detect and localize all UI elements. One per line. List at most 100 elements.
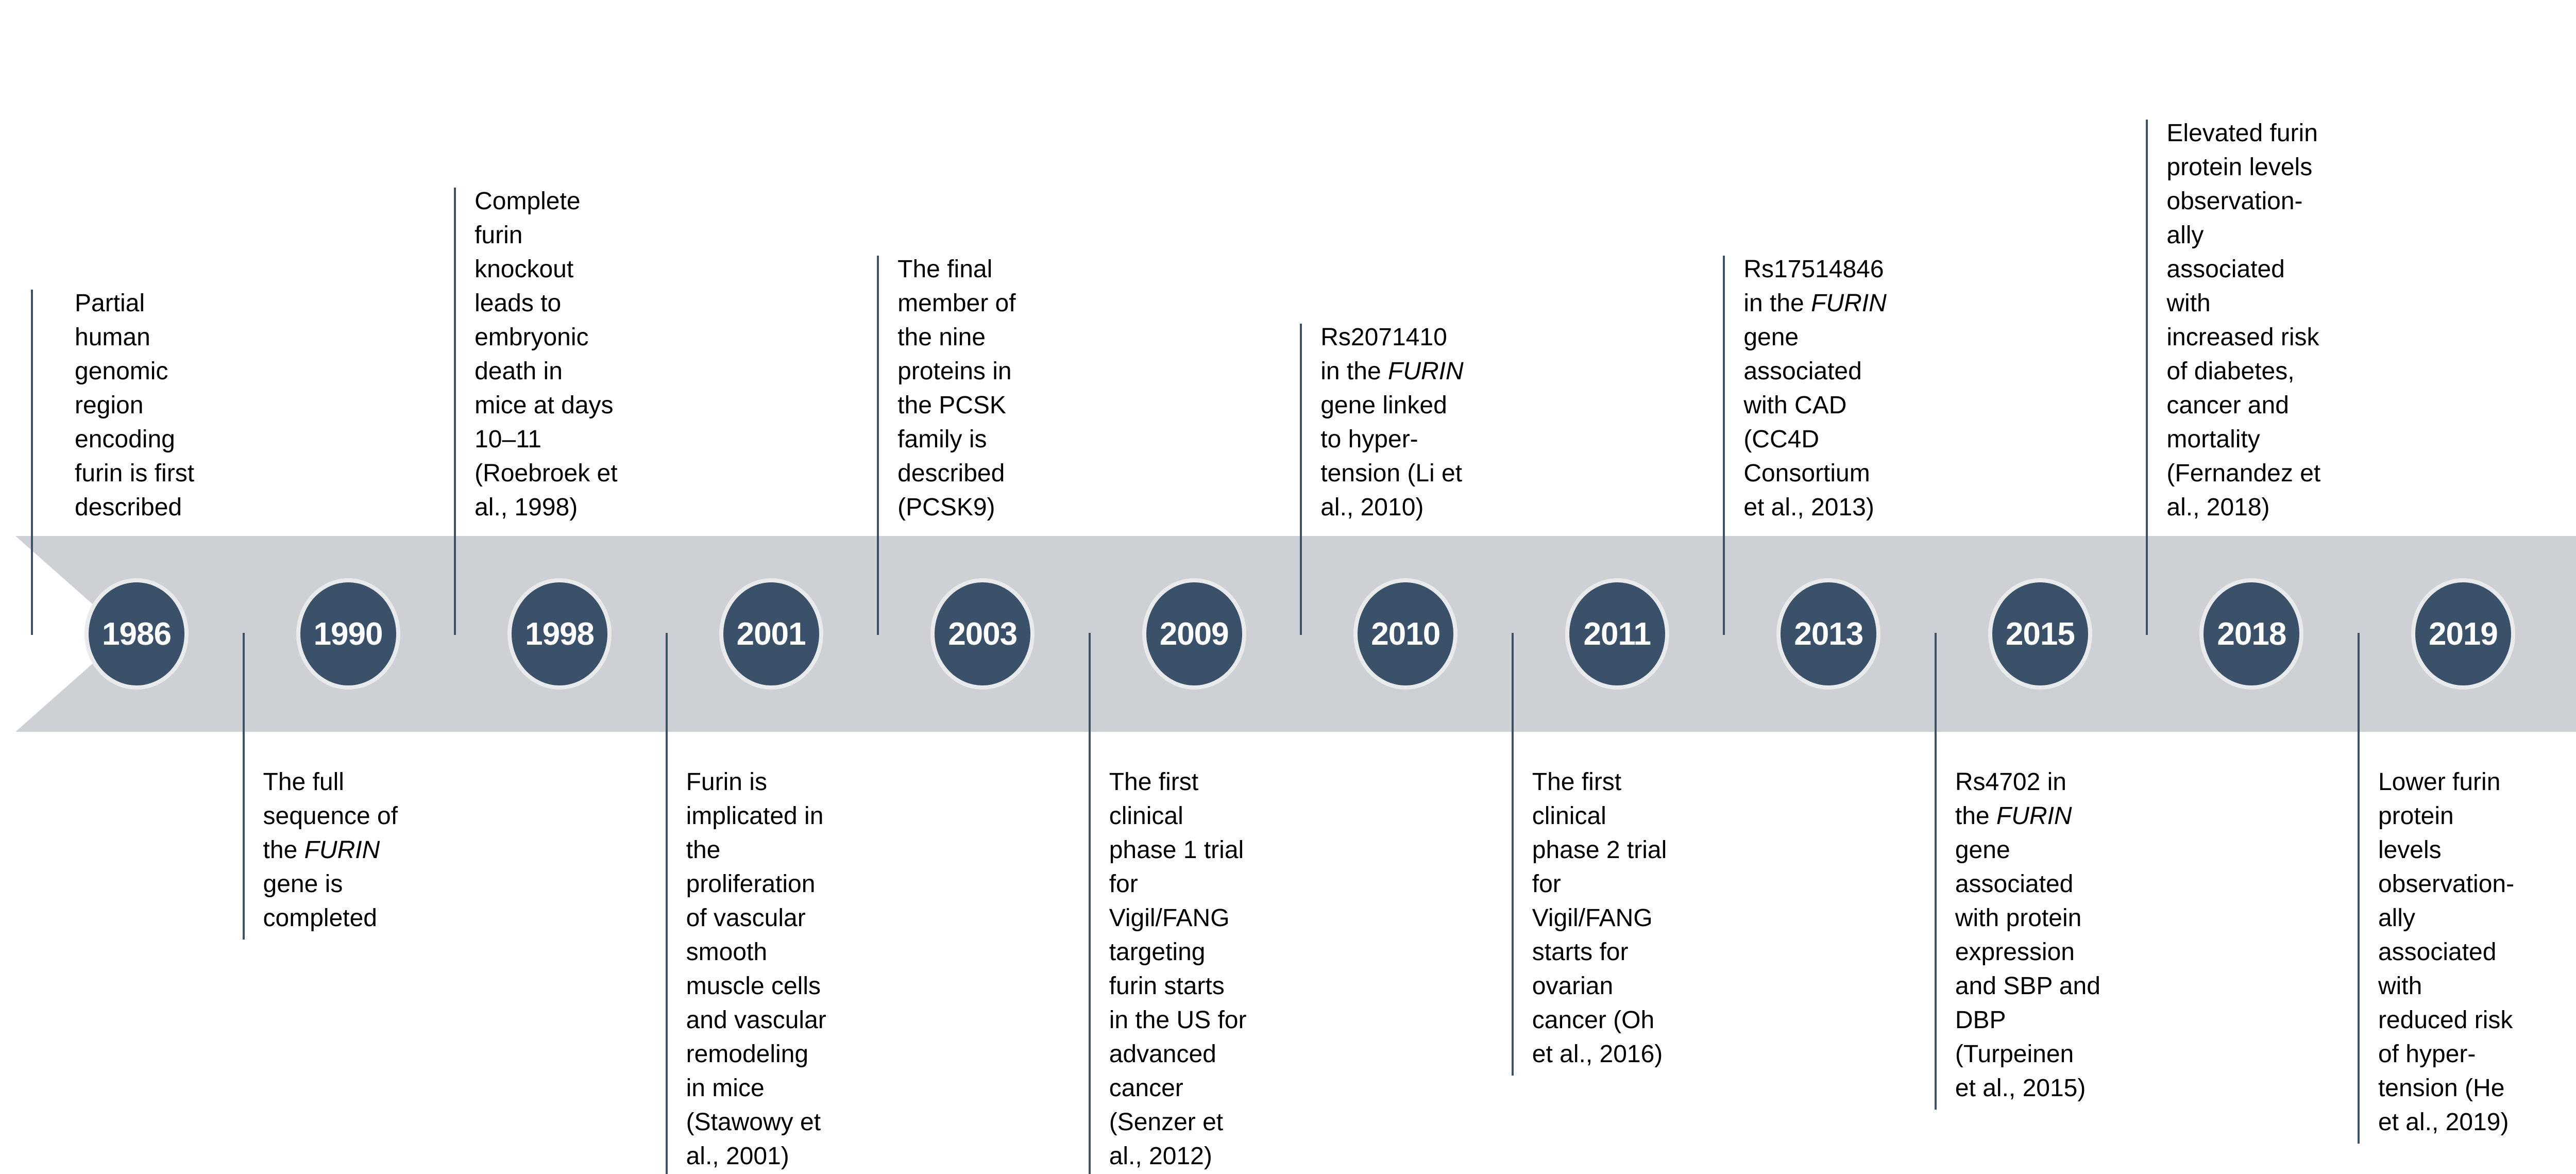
- year-circle: 2018: [2199, 578, 2304, 690]
- event-text-line: the FURIN: [1955, 802, 2072, 830]
- year-label: 1998: [525, 616, 595, 652]
- connector-line: [665, 633, 668, 1174]
- event-text-line: of vascular: [686, 904, 806, 932]
- event-text-line: et al., 2015): [1955, 1075, 2086, 1102]
- event-text-line: smooth: [686, 938, 768, 966]
- event-text-line: knockout: [474, 256, 574, 283]
- event-text-line: associated: [2378, 938, 2497, 966]
- event-text-line: Furin is: [686, 768, 767, 796]
- event-text-line: al., 2001): [686, 1143, 789, 1170]
- event-text-line: for: [1109, 870, 1138, 898]
- connector-line: [2146, 120, 2148, 635]
- event-text-line: leads to: [474, 290, 562, 317]
- connector-line: [31, 290, 33, 635]
- year-label: 2001: [736, 616, 806, 652]
- event-text-line: (Roebroek et: [474, 460, 618, 487]
- year-circle: 2011: [1565, 578, 1669, 690]
- event-text-line: et al., 2019): [2378, 1109, 2509, 1136]
- event-text-line: (PCSK9): [897, 494, 995, 521]
- event-text-line: phase 1 trial: [1109, 836, 1244, 864]
- event-text: The first clinical phase 2 trial for Vigil/F…: [1532, 765, 1667, 1071]
- year-circle: 2015: [1988, 578, 2092, 690]
- year-label: 1986: [102, 616, 172, 652]
- event-text: Rs2071410 in the FURIN gene linked to hyper…: [1320, 321, 1463, 525]
- year-label: 2011: [1583, 616, 1652, 652]
- event-text-line: of hyper-: [2378, 1041, 2476, 1068]
- event-text-line: DBP: [1955, 1007, 2006, 1034]
- event-text: Elevated furin protein levels observation-…: [2166, 116, 2320, 525]
- event-text-line: implicated in: [686, 802, 824, 830]
- event-text-line: increased risk: [2166, 324, 2319, 351]
- event-text-line: observation-: [2378, 870, 2515, 898]
- event-text-line: Lower furin: [2378, 768, 2501, 796]
- event-text-line: associated: [2166, 256, 2285, 283]
- event-text-line: mortality: [2166, 426, 2260, 453]
- year-circle: 2013: [1776, 578, 1881, 690]
- event-text-line: the FURIN: [263, 836, 380, 864]
- connector-line: [1723, 256, 1725, 635]
- event-text-line: associated: [1955, 870, 2074, 898]
- event-text-line: of diabetes,: [2166, 358, 2295, 385]
- event-text-line: Consortium: [1743, 460, 1870, 487]
- event-text-line: Vigil/FANG: [1532, 904, 1653, 932]
- event-text-line: (CC4D: [1743, 426, 1819, 453]
- connector-line: [1934, 633, 1937, 1110]
- event-text-line: gene: [1955, 836, 2010, 864]
- event-text-line: advanced: [1109, 1041, 1216, 1068]
- event-text-line: (Senzer et: [1109, 1109, 1224, 1136]
- event-text-line: reduced risk: [2378, 1007, 2513, 1034]
- event-text-line: al., 2018): [2166, 494, 2270, 521]
- year-circle: 1986: [84, 578, 189, 690]
- event-text-line: starts for: [1532, 938, 1629, 966]
- event-text-line: with protein: [1955, 904, 2082, 932]
- event-text-line: with: [2378, 972, 2422, 1000]
- event-text-line: The full: [263, 768, 344, 796]
- event-text: Complete furin knockout leads to embryonic de…: [474, 185, 617, 525]
- event-text-line: tension (Li et: [1320, 460, 1463, 487]
- connector-line: [1511, 633, 1514, 1076]
- event-text-line: furin: [474, 222, 523, 249]
- event-text-line: Rs17514846: [1743, 256, 1884, 283]
- event-text-line: for: [1532, 870, 1561, 898]
- event-text-line: remodeling: [686, 1041, 809, 1068]
- event-text-line: embryonic: [474, 324, 589, 351]
- connector-line: [2357, 633, 2360, 1144]
- event-text-line: associated: [1743, 358, 1862, 385]
- event-text-line: and vascular: [686, 1007, 826, 1034]
- event-text-line: with CAD: [1743, 392, 1847, 419]
- event-text-line: al., 1998): [474, 494, 578, 521]
- event-text-line: (Turpeinen: [1955, 1041, 2074, 1068]
- event-text-line: et al., 2013): [1743, 494, 1874, 521]
- event-text-line: family is: [897, 426, 987, 453]
- event-text-line: in the FURIN: [1320, 358, 1464, 385]
- event-text-line: completed: [263, 904, 377, 932]
- event-text-line: death in: [474, 358, 563, 385]
- event-text-line: the PCSK: [897, 392, 1006, 419]
- connector-line: [454, 188, 456, 635]
- year-circle: 2019: [2411, 578, 2515, 690]
- event-text-line: in the FURIN: [1743, 290, 1887, 317]
- event-text-line: Rs2071410: [1320, 324, 1447, 351]
- event-text-line: gene is: [263, 870, 343, 898]
- event-text: Furin is implicated in the proliferation of …: [686, 765, 826, 1173]
- event-text-line: (Stawowy et: [686, 1109, 821, 1136]
- event-text-line: member of: [897, 290, 1016, 317]
- year-circle: 2001: [719, 578, 823, 690]
- event-text-line: described: [75, 494, 182, 521]
- event-text-line: The first: [1532, 768, 1622, 796]
- event-text-line: in the US for: [1109, 1007, 1247, 1034]
- event-text-line: Elevated furin: [2166, 120, 2318, 147]
- event-text: Rs4702 in the FURIN gene associated with pro…: [1955, 765, 2100, 1105]
- event-text-line: muscle cells: [686, 972, 821, 1000]
- event-text: The final member of the nine proteins in the…: [897, 253, 1015, 525]
- year-label: 2009: [1159, 616, 1229, 652]
- event-text-line: protein levels: [2166, 154, 2313, 181]
- event-text-line: sequence of: [263, 802, 398, 830]
- event-text-line: the nine: [897, 324, 986, 351]
- event-text-line: human: [75, 324, 150, 351]
- connector-line: [242, 633, 245, 940]
- year-label: 2010: [1371, 616, 1440, 652]
- event-text: Partial human genomic region encoding furin i…: [75, 287, 194, 525]
- event-text-line: genomic: [75, 358, 168, 385]
